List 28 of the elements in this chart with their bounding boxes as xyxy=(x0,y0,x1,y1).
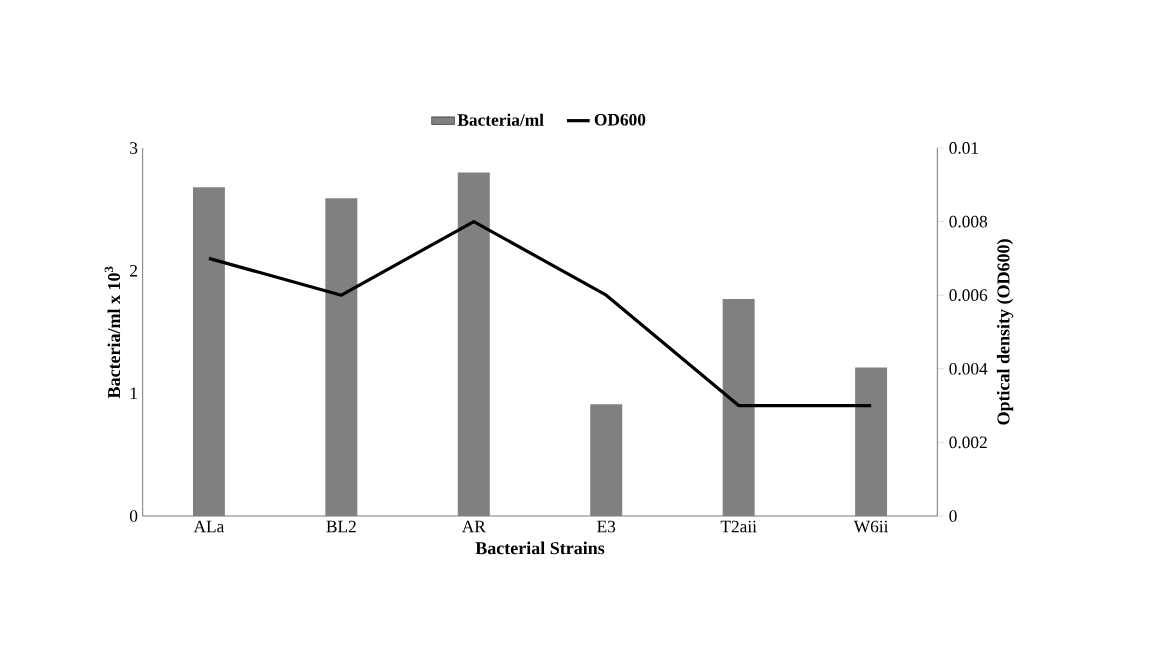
bar xyxy=(457,172,490,516)
y2-tick-label: 0.01 xyxy=(949,142,979,154)
line-series xyxy=(207,220,873,408)
y-tick-label: 0 xyxy=(129,510,138,522)
bar xyxy=(722,298,755,516)
bar xyxy=(325,198,358,516)
legend-label: OD600 xyxy=(594,113,646,126)
x-axis-title: Bacterial Strains xyxy=(475,541,605,555)
legend-label: Bacteria/ml xyxy=(457,113,544,126)
y2-tick-label: 0.006 xyxy=(949,289,988,302)
y-tick-label: 2 xyxy=(130,264,138,277)
x-tick-label: T2aii xyxy=(720,520,757,533)
y2-tick-label: 0 xyxy=(949,510,957,522)
y2-tick-label: 0.004 xyxy=(949,362,988,375)
y2-tick-label: 0.008 xyxy=(949,215,988,228)
x-tick-label: BL2 xyxy=(326,520,356,533)
x-tick-label: W6ii xyxy=(853,520,889,533)
bar xyxy=(192,187,225,516)
x-tick-label: AR xyxy=(461,520,486,533)
y-axis-title: Bacteria/ml x 10$^{3}$ xyxy=(104,266,121,399)
x-tick-label: ALa xyxy=(193,520,225,533)
x-tick-label: E3 xyxy=(597,520,616,533)
bar xyxy=(855,367,888,516)
y2-axis-title: Optical density (OD600) xyxy=(996,239,1014,425)
y-tick-label: 3 xyxy=(130,142,138,154)
y2-tick-label: 0.002 xyxy=(949,436,987,449)
y-tick-label: 1 xyxy=(130,387,137,400)
bar xyxy=(590,404,623,516)
